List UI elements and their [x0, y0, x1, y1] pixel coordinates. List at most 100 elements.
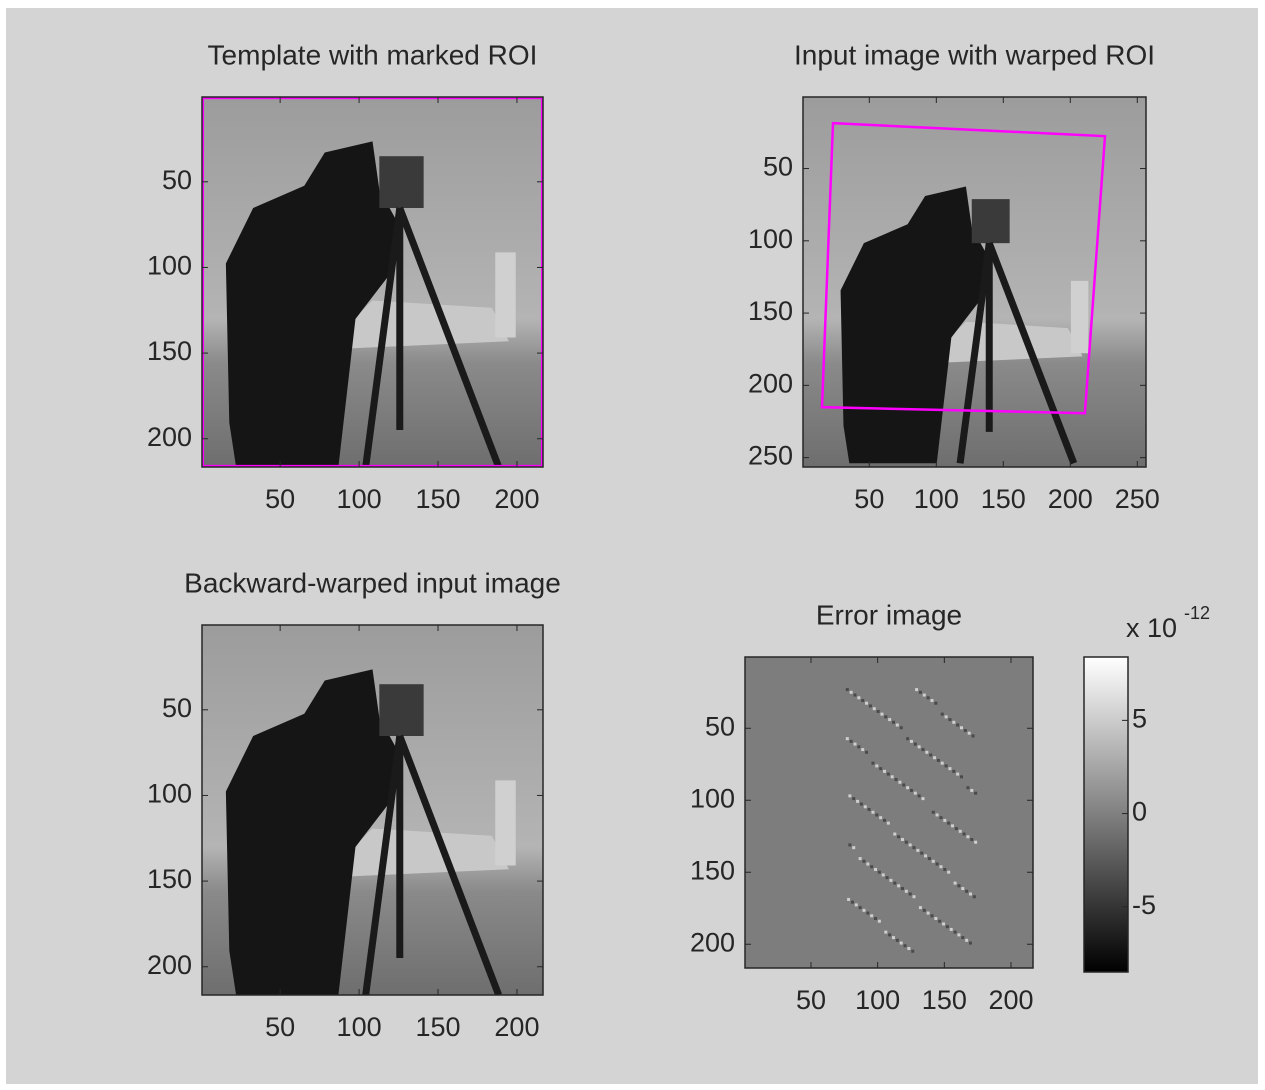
- image-building: [943, 322, 1083, 363]
- image-building: [345, 829, 509, 877]
- image-speck: [964, 729, 967, 732]
- x-tick-label: 150: [981, 484, 1026, 514]
- x-tick-label: 200: [1048, 484, 1093, 514]
- image-speck: [943, 819, 946, 822]
- y-tick-label: 150: [748, 296, 793, 326]
- y-tick-label: 150: [147, 336, 192, 366]
- image-speck: [941, 713, 944, 716]
- image-speck: [852, 797, 855, 800]
- image-speck: [877, 710, 880, 713]
- image-speck: [859, 857, 862, 860]
- x-tick-label: 100: [914, 484, 959, 514]
- image-speck: [875, 813, 878, 816]
- image-speck: [973, 895, 976, 898]
- y-tick-label: 100: [147, 251, 192, 281]
- image-speck: [943, 868, 946, 871]
- image-speck: [952, 721, 955, 724]
- image-speck: [904, 944, 907, 947]
- image-speck: [871, 811, 874, 814]
- image-speck: [878, 871, 881, 874]
- image-speck: [866, 912, 869, 915]
- image-speck: [901, 887, 904, 890]
- image-speck: [897, 835, 900, 838]
- y-tick-label: 250: [748, 441, 793, 471]
- colorbar-tick-label: -5: [1132, 890, 1156, 920]
- y-tick-label: 50: [162, 693, 192, 723]
- image-speck: [945, 715, 948, 718]
- x-tick-label: 200: [494, 1012, 539, 1042]
- colorbar-tick-label: 5: [1132, 703, 1147, 733]
- image-speck: [900, 942, 903, 945]
- y-tick-label: 150: [690, 855, 735, 885]
- image-speck: [939, 816, 942, 819]
- plot-title: Template with marked ROI: [208, 39, 538, 70]
- x-tick-label: 150: [922, 985, 967, 1015]
- image-speck: [947, 822, 950, 825]
- x-tick-label: 100: [855, 985, 900, 1015]
- image-speck: [928, 857, 931, 860]
- image-speck: [865, 702, 868, 705]
- image-speck: [934, 917, 937, 920]
- image-speck: [862, 860, 865, 863]
- image-speck: [969, 942, 972, 945]
- image-speck: [852, 846, 855, 849]
- image-speck: [965, 939, 968, 942]
- image-speck: [874, 868, 877, 871]
- image-speck: [966, 786, 969, 789]
- image-speck: [860, 803, 863, 806]
- image-speck: [934, 702, 937, 705]
- image-speck: [895, 778, 898, 781]
- image-speck: [906, 737, 909, 740]
- image-speck: [897, 884, 900, 887]
- image-speck: [946, 925, 949, 928]
- x-tick-label: 50: [854, 484, 884, 514]
- colorbar-label: x 10: [1126, 613, 1177, 643]
- image-speck: [948, 718, 951, 721]
- image-camera: [379, 156, 423, 208]
- y-tick-label: 100: [690, 783, 735, 813]
- x-tick-label: 200: [494, 484, 539, 514]
- image-speck: [951, 824, 954, 827]
- image-speck: [918, 794, 921, 797]
- image-speck: [855, 903, 858, 906]
- image-speck: [870, 865, 873, 868]
- image-speck: [916, 849, 919, 852]
- image-speck: [920, 852, 923, 855]
- image-speck: [880, 713, 883, 716]
- y-tick-label: 50: [763, 152, 793, 182]
- image-speck: [846, 737, 849, 740]
- image-speck: [974, 792, 977, 795]
- image-speck: [869, 704, 872, 707]
- image-speck: [954, 931, 957, 934]
- image-speck: [883, 770, 886, 773]
- y-tick-label: 50: [705, 711, 735, 741]
- image-speck: [929, 754, 932, 757]
- image-speck: [923, 694, 926, 697]
- image-tower: [1071, 281, 1088, 353]
- image-speck: [910, 789, 913, 792]
- image-speck: [938, 920, 941, 923]
- x-tick-label: 250: [1115, 484, 1160, 514]
- image-speck: [889, 879, 892, 882]
- image-speck: [905, 890, 908, 893]
- image-speck: [900, 726, 903, 729]
- image-speck: [911, 950, 914, 953]
- x-tick-label: 150: [415, 1012, 460, 1042]
- image-camera: [379, 684, 423, 736]
- image-speck: [902, 783, 905, 786]
- plot-title: Error image: [816, 599, 962, 630]
- image-speck: [862, 909, 865, 912]
- image-speck: [956, 773, 959, 776]
- y-tick-label: 50: [162, 165, 192, 195]
- image-speck: [892, 936, 895, 939]
- plot-title: Input image with warped ROI: [794, 39, 1155, 70]
- image-speck: [857, 745, 860, 748]
- image-speck: [925, 751, 928, 754]
- y-tick-label: 200: [147, 422, 192, 452]
- image-speck: [851, 901, 854, 904]
- image-speck: [882, 873, 885, 876]
- image-speck: [932, 860, 935, 863]
- image-speck: [856, 800, 859, 803]
- image-speck: [947, 871, 950, 874]
